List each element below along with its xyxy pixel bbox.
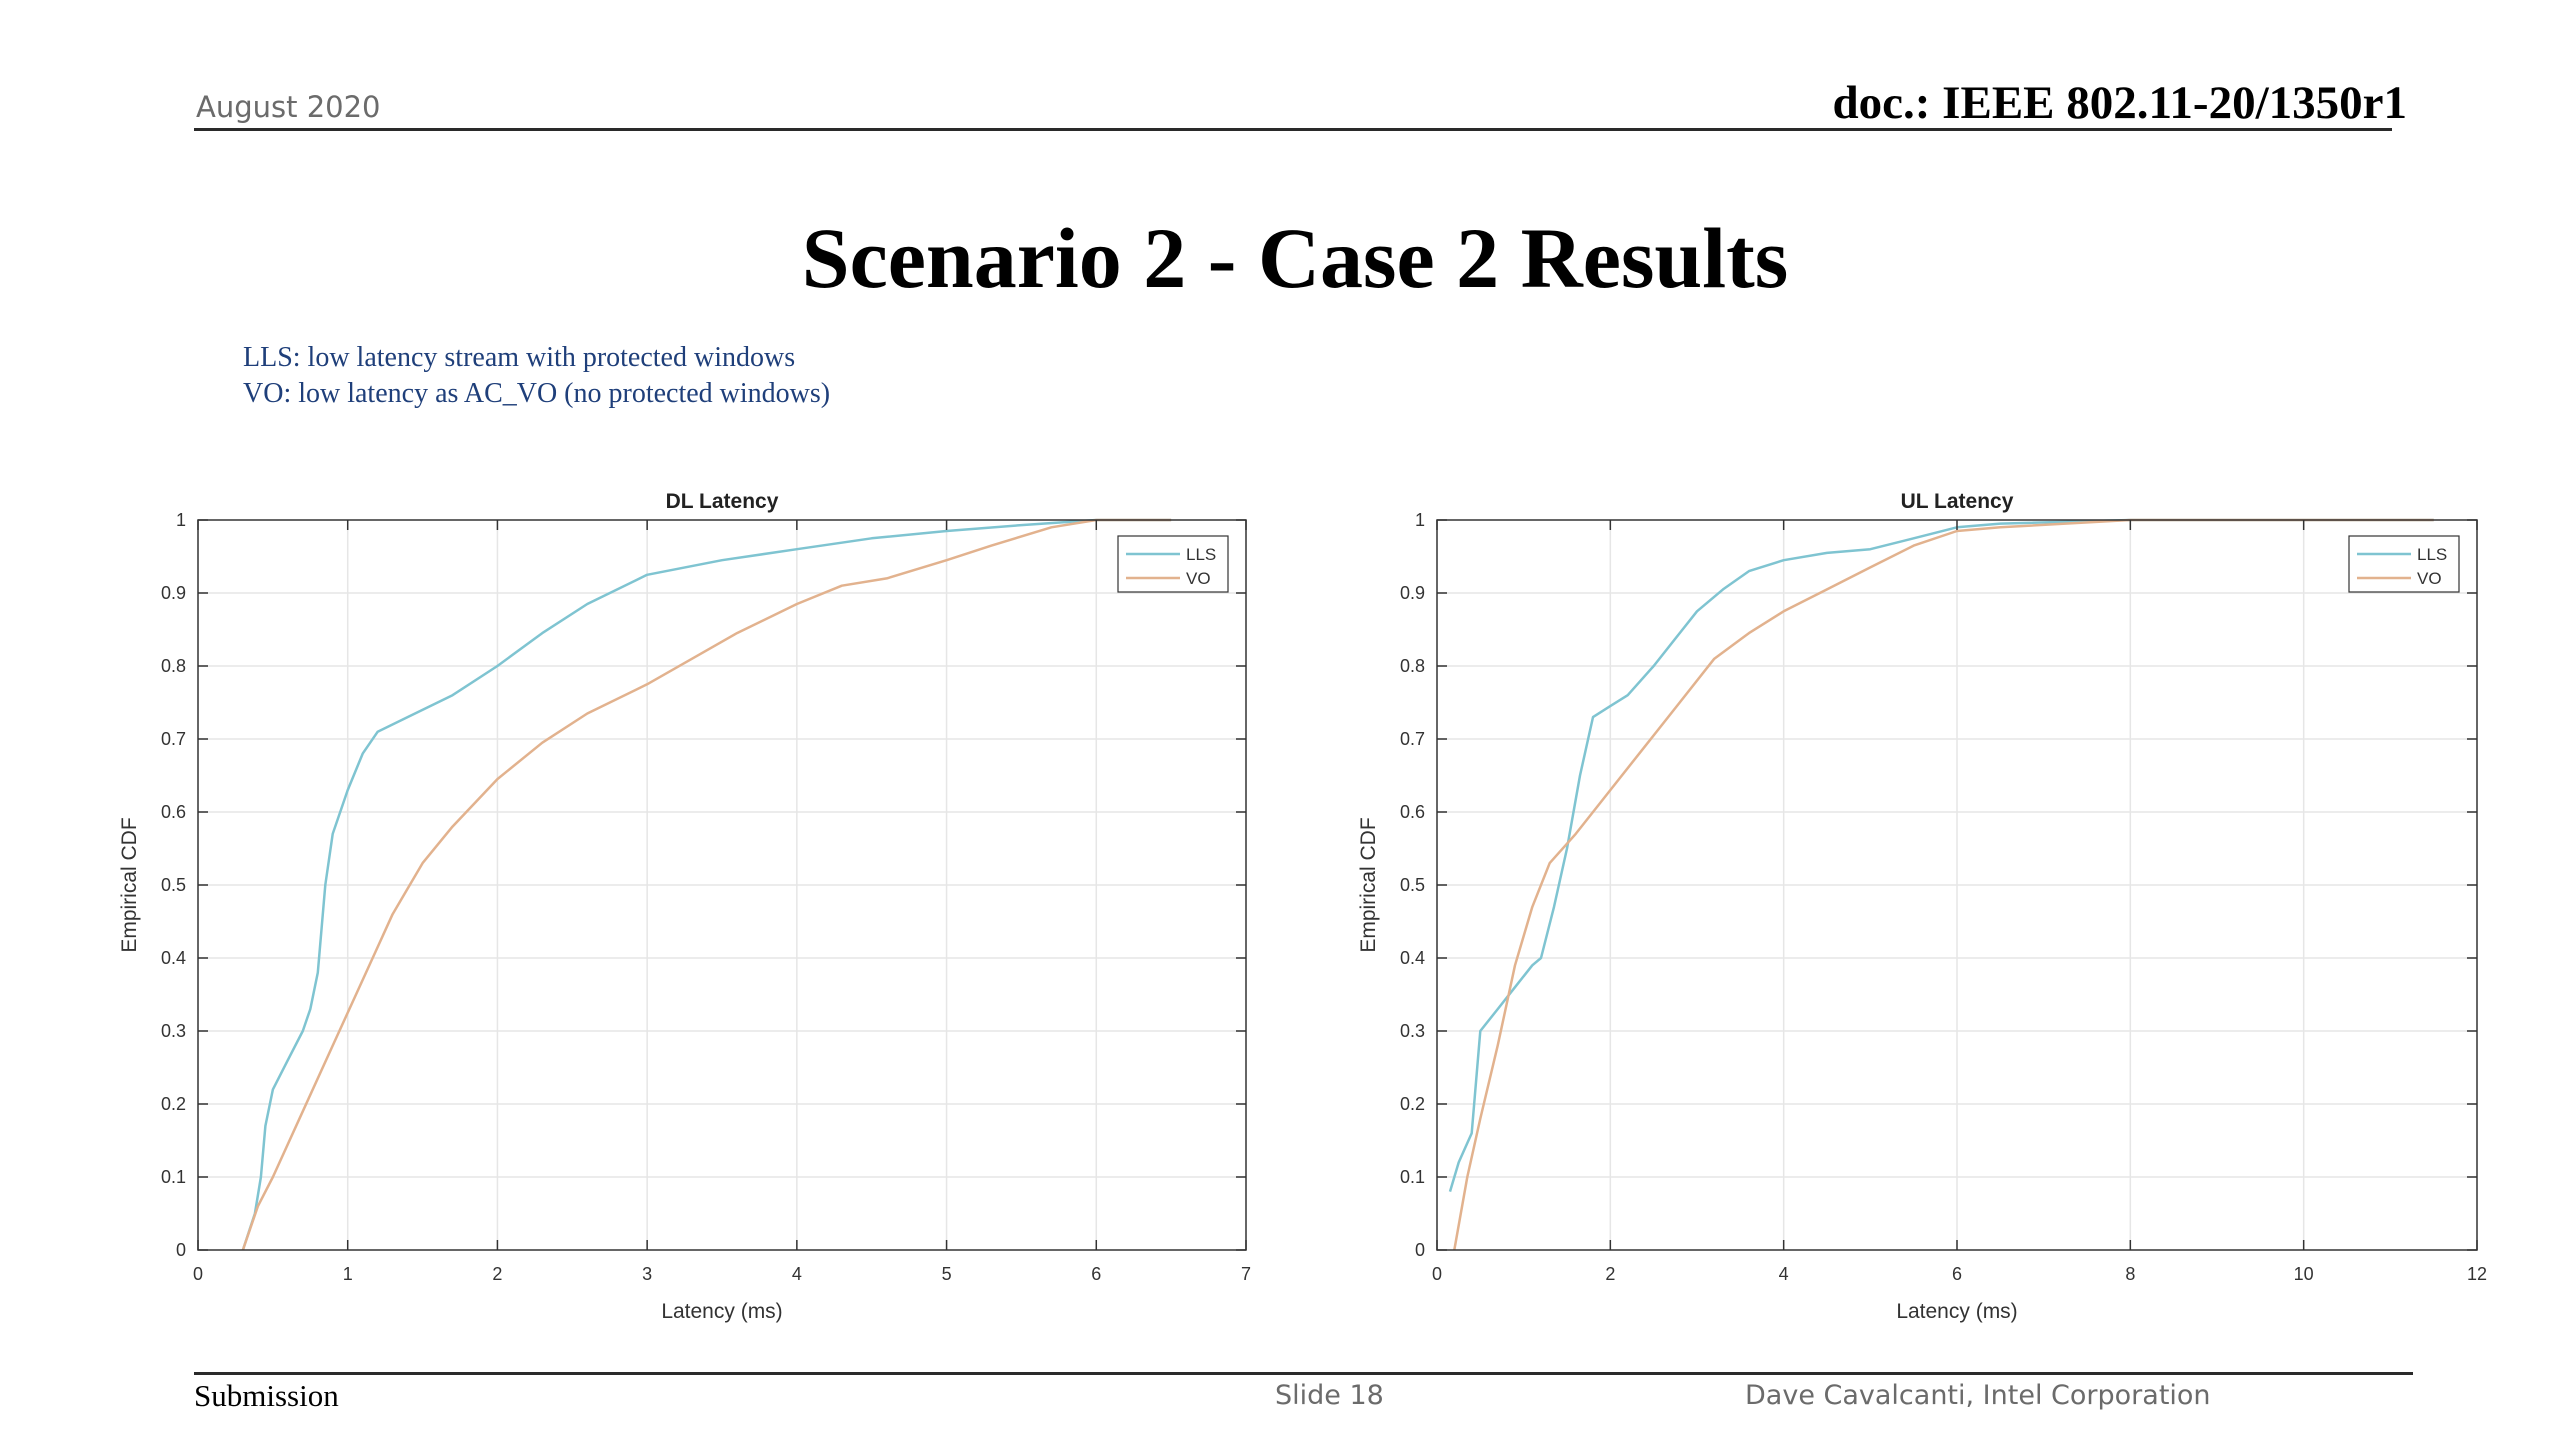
ul-y-tick-label-9: 0.9: [1400, 583, 1425, 603]
dl-legend-box: [1117, 535, 1229, 593]
ul-x-tick-label-4: 8: [2125, 1264, 2135, 1284]
ul-x-tick-label-1: 2: [1605, 1264, 1615, 1284]
note-lls: LLS: low latency stream with protected w…: [243, 342, 796, 373]
ul-y-tick-label-1: 0.1: [1400, 1167, 1425, 1187]
ul-y-tick-label-5: 0.5: [1400, 875, 1425, 895]
dl-latency-chart-svg: 0 1 2 3 4 5 6 7 0 0.1 0.2 0.3 0.4 0.5 0.6 0.7 0.8 0.9 1 DL …: [118, 490, 1251, 1323]
notes-block: LLS: low latency stream with protected w…: [243, 340, 830, 412]
note-vo: VO: low latency as AC_VO (no protected w…: [243, 378, 831, 409]
dl-y-tick-label-8: 0.8: [161, 656, 186, 676]
dl-y-tick-label-2: 0.2: [161, 1094, 186, 1114]
dl-x-tick-label-6: 6: [1091, 1264, 1101, 1284]
dl-legend: LLS VO: [1117, 535, 1229, 593]
dl-x-tick-label-4: 4: [792, 1264, 802, 1284]
dl-y-tick-label-3: 0.3: [161, 1021, 186, 1041]
ul-y-tick-label-10: 1: [1415, 510, 1425, 530]
ul-series-lls-line: [1448, 518, 2434, 1192]
footer-author: Dave Cavalcanti, Intel Corporation: [1745, 1380, 2211, 1411]
footer-slide-number: Slide 18: [1275, 1380, 1384, 1411]
dl-y-tick-label-9: 0.9: [161, 583, 186, 603]
ul-y-tick-label-2: 0.2: [1400, 1094, 1425, 1114]
ul-y-tick-label-7: 0.7: [1400, 729, 1425, 749]
ul-series-vo-line: [1453, 518, 2434, 1251]
dl-x-tick-label-3: 3: [642, 1264, 652, 1284]
slide-title: Scenario 2 - Case 2 Results: [801, 210, 1789, 306]
ul-x-tick-label-3: 6: [1952, 1264, 1962, 1284]
ul-y-axis-label: Empirical CDF: [1357, 817, 1380, 952]
dl-series-lls-line: [241, 518, 1172, 1251]
footer-rule: [194, 1372, 2413, 1375]
ul-latency-chart: 0 2 4 6 8 10 12 0 0.1 0.2 0.3 0.4 0.5 0.6 0.7 0.8 0.9 1 UL…: [1355, 470, 2505, 1345]
ul-y-tick-label-8: 0.8: [1400, 656, 1425, 676]
dl-series-vo-line: [241, 518, 1172, 1251]
dl-y-tick-label-7: 0.7: [161, 729, 186, 749]
ul-x-tick-label-6: 12: [2467, 1264, 2487, 1284]
dl-legend-label-vo: VO: [1186, 569, 1211, 588]
dl-y-tick-label-10: 1: [176, 510, 186, 530]
dl-legend-label-lls: LLS: [1186, 545, 1216, 564]
ul-x-tick-label-2: 4: [1779, 1264, 1789, 1284]
dl-chart-title: DL Latency: [666, 490, 779, 513]
dl-y-tick-label-5: 0.5: [161, 875, 186, 895]
dl-y-tick-label-0: 0: [176, 1240, 186, 1260]
dl-y-axis-label: Empirical CDF: [118, 817, 141, 952]
ul-legend: LLS VO: [2348, 535, 2460, 593]
ul-x-tick-label-5: 10: [2294, 1264, 2314, 1284]
ul-y-tick-label-6: 0.6: [1400, 802, 1425, 822]
dl-x-tick-label-0: 0: [193, 1264, 203, 1284]
dl-y-tick-label-1: 0.1: [161, 1167, 186, 1187]
ul-x-tick-label-0: 0: [1432, 1264, 1442, 1284]
header-rule: [194, 128, 2392, 131]
ul-y-tick-label-0: 0: [1415, 1240, 1425, 1260]
dl-x-tick-label-5: 5: [942, 1264, 952, 1284]
header-doc-id: doc.: IEEE 802.11-20/1350r1: [1832, 77, 2407, 129]
dl-y-tick-label-6: 0.6: [161, 802, 186, 822]
dl-y-tick-label-4: 0.4: [161, 948, 186, 968]
dl-x-tick-label-2: 2: [492, 1264, 502, 1284]
dl-x-tick-label-7: 7: [1241, 1264, 1251, 1284]
ul-legend-label-vo: VO: [2417, 569, 2442, 588]
dl-latency-chart: 0 1 2 3 4 5 6 7 0 0.1 0.2 0.3 0.4 0.5 0.6 0.7 0.8 0.9 1 DL …: [100, 470, 1280, 1345]
header-date: August 2020: [196, 90, 381, 124]
dl-x-axis-label: Latency (ms): [661, 1300, 782, 1323]
ul-legend-box: [2348, 535, 2460, 593]
ul-y-tick-label-3: 0.3: [1400, 1021, 1425, 1041]
ul-chart-title: UL Latency: [1901, 490, 2014, 513]
ul-latency-chart-svg: 0 2 4 6 8 10 12 0 0.1 0.2 0.3 0.4 0.5 0.6 0.7 0.8 0.9 1 UL…: [1357, 490, 2487, 1323]
dl-x-tick-label-1: 1: [343, 1264, 353, 1284]
footer-submission: Submission: [194, 1378, 339, 1413]
ul-y-tick-label-4: 0.4: [1400, 948, 1425, 968]
ul-legend-label-lls: LLS: [2417, 545, 2447, 564]
ul-x-axis-label: Latency (ms): [1896, 1300, 2017, 1323]
